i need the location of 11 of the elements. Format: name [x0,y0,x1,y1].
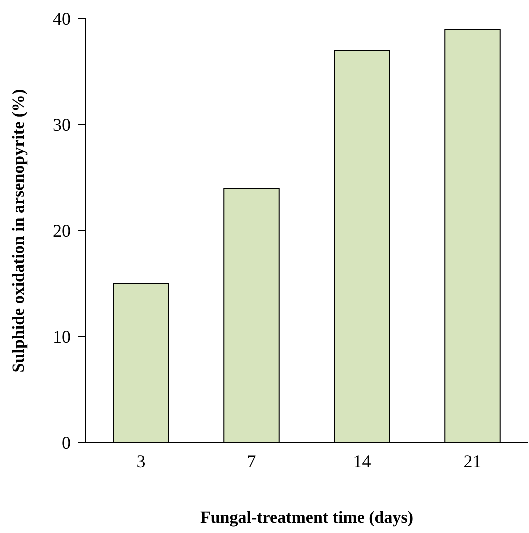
y-tick-label: 40 [53,8,71,29]
y-tick-label: 0 [62,432,71,453]
x-tick-label: 14 [353,452,372,472]
y-tick-label: 10 [53,326,71,347]
y-tick-label: 30 [53,114,71,135]
x-tick-label: 21 [464,452,482,472]
x-tick-label: 7 [247,452,256,472]
y-tick-label: 20 [53,220,71,241]
x-axis-title: Fungal-treatment time (days) [200,508,414,527]
x-tick-label: 3 [136,452,146,472]
y-axis-title: Sulphide oxidation in arsenopyrite (%) [9,89,28,373]
